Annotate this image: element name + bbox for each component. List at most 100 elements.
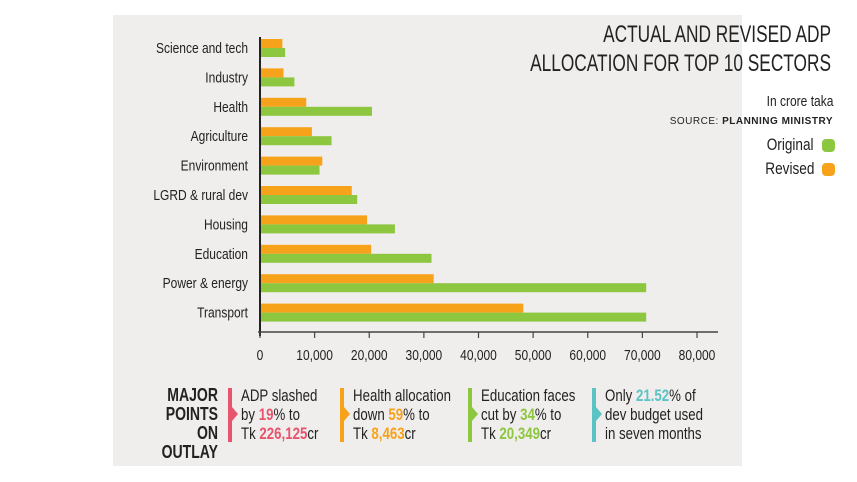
point-line: Health allocation: [353, 386, 451, 405]
legend-revised: Revised: [753, 159, 835, 179]
category-label: Health: [213, 99, 248, 116]
point-text: down: [353, 405, 389, 424]
category-label: Environment: [181, 157, 249, 174]
x-tick-label: 10,000: [296, 347, 333, 364]
bar-revised: [260, 39, 283, 48]
bar-original: [260, 253, 432, 263]
bar-original: [260, 224, 395, 234]
highlight-value: 59: [388, 405, 404, 424]
bar-revised: [260, 186, 352, 195]
bar-revised: [260, 244, 372, 254]
point-text: cr: [307, 424, 319, 443]
point-text: % of: [669, 386, 696, 405]
bar-original: [260, 106, 372, 116]
major-point: Health allocation down 59% to Tk 8,463cr: [353, 386, 451, 443]
chevron-right-icon: [232, 407, 238, 421]
bar-revised: [260, 274, 434, 284]
legend-original-swatch: [822, 138, 835, 152]
point-text: Tk: [241, 424, 260, 443]
x-tick-label: 80,000: [679, 347, 716, 364]
chevron-right-icon: [596, 407, 602, 421]
category-label: Science and tech: [156, 40, 248, 57]
major-point: ADP slashed by 19% to Tk 226,125cr: [241, 386, 318, 443]
infographic-card: [113, 15, 742, 466]
point-text: cut by: [481, 405, 521, 424]
x-tick-label: 20,000: [351, 347, 388, 364]
x-tick-label: 70,000: [624, 347, 661, 364]
bar-original: [260, 48, 286, 57]
bar-revised: [260, 215, 368, 225]
chart-title: ACTUAL AND REVISED ADP ALLOCATION FOR TO…: [493, 20, 831, 78]
x-tick-label: 0: [257, 347, 264, 364]
point-text: Education faces: [481, 386, 576, 405]
category-label: Agriculture: [191, 128, 248, 145]
bar-revised: [260, 68, 284, 78]
bar-original: [260, 136, 332, 146]
point-line: ADP slashed: [241, 386, 318, 405]
point-text: ADP slashed: [241, 386, 318, 405]
point-line: down 59% to: [353, 405, 451, 424]
point-line: Tk 20,349cr: [481, 424, 575, 443]
point-text: Tk: [353, 424, 372, 443]
bar-revised: [260, 303, 524, 313]
highlight-value: 19: [258, 405, 274, 424]
bar-original: [260, 195, 358, 204]
bar-original: [260, 312, 647, 322]
category-label: Transport: [197, 304, 248, 321]
bar-revised: [260, 97, 307, 107]
legend-revised-swatch: [822, 162, 835, 176]
legend-revised-label: Revised: [764, 159, 814, 178]
source-line: SOURCE: PLANNING MINISTRY: [670, 116, 833, 127]
point-text: in seven months: [605, 424, 702, 443]
point-text: cr: [539, 424, 552, 443]
bar-original: [260, 283, 647, 293]
point-line: Tk 8,463cr: [353, 424, 451, 443]
point-divider: [228, 388, 232, 442]
chevron-right-icon: [472, 407, 478, 421]
major-point: Education faces cut by 34% to Tk 20,349cr: [481, 386, 575, 443]
major-point: Only 21.52% of dev budget used in seven mo…: [605, 386, 703, 443]
point-line: dev budget used: [605, 405, 703, 424]
major-points-heading: MAJOR POINTS ON OUTLAY: [142, 386, 218, 462]
heading-line: POINTS: [165, 404, 218, 424]
heading-line: MAJOR: [167, 385, 218, 405]
x-tick-label: 60,000: [569, 347, 606, 364]
point-text: by: [241, 405, 259, 424]
x-tick-label: 30,000: [406, 347, 443, 364]
highlight-value: 21.52: [635, 386, 670, 405]
point-text: cr: [404, 424, 416, 443]
bar-revised: [260, 156, 323, 166]
source-name: PLANNING MINISTRY: [722, 116, 833, 127]
source-label: SOURCE:: [669, 116, 719, 127]
category-label: Housing: [204, 216, 248, 233]
point-line: by 19% to: [241, 405, 318, 424]
point-line: Tk 226,125cr: [241, 424, 318, 443]
point-text: % to: [273, 405, 300, 424]
x-tick-label: 50,000: [515, 347, 552, 364]
point-line: cut by 34% to: [481, 405, 575, 424]
point-text: Tk: [481, 424, 500, 443]
point-text: % to: [534, 405, 562, 424]
point-divider: [592, 388, 596, 442]
point-line: Education faces: [481, 386, 575, 405]
point-text: dev budget used: [605, 405, 704, 424]
point-divider: [468, 388, 472, 442]
legend-original: Original: [755, 135, 835, 155]
highlight-value: 34: [520, 405, 535, 424]
highlight-value: 8,463: [371, 424, 405, 443]
chart-title-text: ACTUAL AND REVISED ADP ALLOCATION FOR TO…: [530, 21, 831, 77]
point-line: Only 21.52% of: [605, 386, 703, 405]
bar-revised: [260, 127, 312, 137]
highlight-value: 20,349: [499, 424, 540, 443]
point-divider: [340, 388, 344, 442]
x-tick-label: 40,000: [460, 347, 497, 364]
category-label: LGRD & rural dev: [153, 187, 248, 204]
legend-original-label: Original: [767, 135, 814, 154]
category-label: Education: [195, 246, 248, 263]
highlight-value: 226,125: [259, 424, 308, 443]
point-text: % to: [403, 405, 430, 424]
category-label: Power & energy: [163, 275, 249, 292]
heading-line: ON OUTLAY: [161, 423, 218, 462]
category-label: Industry: [205, 69, 248, 86]
